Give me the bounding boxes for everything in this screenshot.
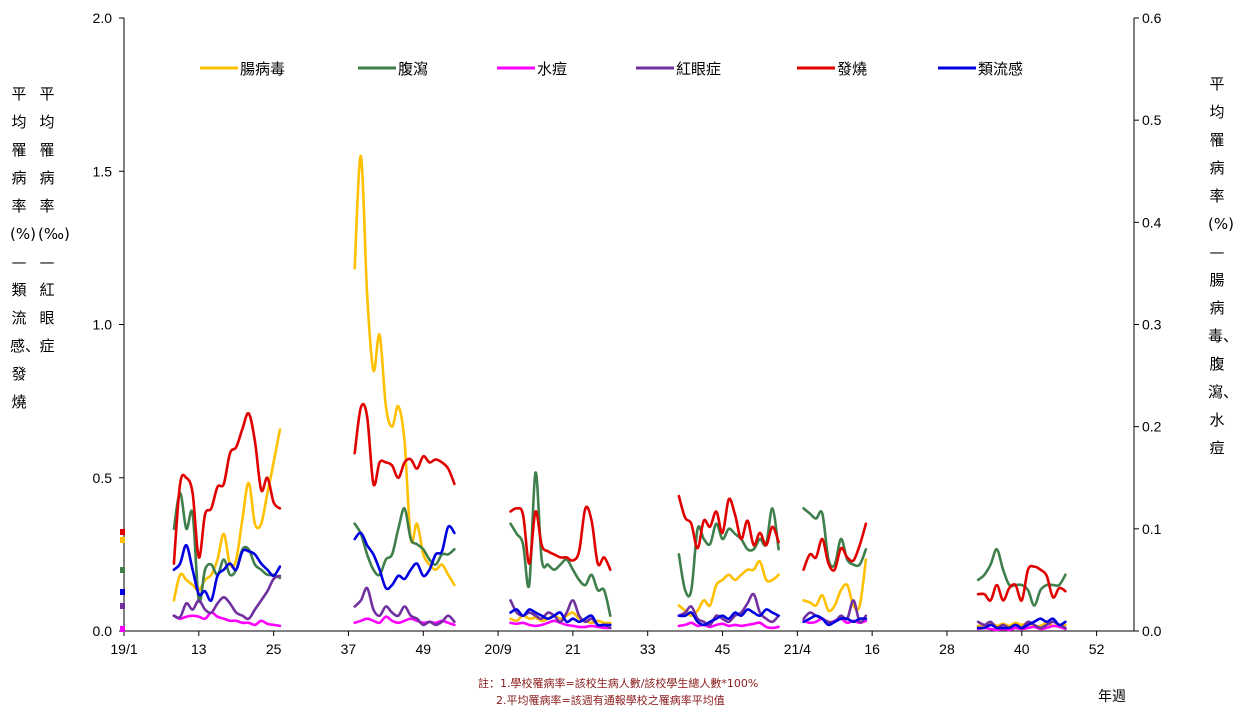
series-line-1-segment: [353, 154, 456, 587]
right-tick-label: 0.6: [1142, 10, 1162, 26]
legend-label-4: 紅眼症: [676, 60, 721, 78]
x-tick-label: 21: [565, 641, 581, 657]
x-tick-label: 25: [266, 641, 282, 657]
right-tick-label: 0.3: [1142, 317, 1162, 333]
left-tick-label: 2.0: [93, 10, 113, 26]
series-line-3-segment: [353, 615, 456, 627]
left-axis-title-influenza-fever: 平均罹病率(%)—類流感、發燒: [10, 85, 41, 411]
right-tick-label: 0.0: [1142, 623, 1162, 639]
series-marker: [120, 589, 125, 595]
series-line-4-segment: [172, 574, 282, 621]
series-line-1-segment: [509, 611, 612, 625]
series-line-2-segment: [677, 507, 780, 598]
series-line-6-segment: [802, 614, 868, 627]
series-line-6-segment: [509, 608, 612, 627]
series-marker: [120, 529, 125, 535]
x-tick-label: 45: [715, 641, 731, 657]
series-line-3-segment: [677, 621, 780, 630]
series-line-2-segment: [976, 547, 1067, 607]
legend-label-1: 腸病毒: [240, 60, 285, 78]
series-line-3-segment: [172, 611, 282, 628]
series-marker: [120, 626, 125, 632]
series-line-4-segment: [353, 586, 456, 627]
series-line-5-segment: [802, 522, 868, 572]
x-tick-label: 33: [640, 641, 656, 657]
legend-label-5: 發燒: [837, 60, 867, 78]
right-tick-label: 0.5: [1142, 112, 1162, 128]
left-tick-label: 1.0: [93, 317, 113, 333]
series-line-6-segment: [353, 524, 456, 591]
series-line-5-segment: [677, 494, 780, 550]
x-tick-label: 13: [191, 641, 207, 657]
series-line-2-segment: [509, 471, 612, 617]
right-tick-label: 0.4: [1142, 214, 1162, 230]
series-line-6-segment: [976, 617, 1067, 630]
series-line-5-segment: [353, 402, 456, 487]
series-line-6-segment: [172, 543, 282, 603]
legend-label-2: 腹瀉: [398, 60, 428, 78]
series-line-4-segment: [677, 592, 780, 627]
x-tick-label: 28: [939, 641, 955, 657]
series-line-5-segment: [172, 411, 282, 565]
right-tick-label: 0.1: [1142, 521, 1162, 537]
left-tick-label: 0.0: [93, 623, 113, 639]
x-tick-label: 21/4: [784, 641, 811, 657]
series-line-2-segment: [172, 491, 282, 604]
series-marker: [120, 537, 125, 543]
series-line-1-segment: [172, 428, 282, 602]
x-tick-label: 40: [1014, 641, 1030, 657]
legend-label-6: 類流感: [978, 60, 1023, 78]
x-tick-label: 16: [864, 641, 880, 657]
series-line-5-segment: [976, 564, 1067, 602]
series-line-6-segment: [677, 608, 780, 627]
x-tick-label: 19/1: [110, 641, 137, 657]
left-tick-label: 1.5: [93, 163, 113, 179]
right-axis-title: 平均罹病率(%)—腸病毒、腹瀉、水痘: [1208, 75, 1236, 457]
right-tick-label: 0.2: [1142, 419, 1162, 435]
series-line-2-segment: [353, 507, 456, 577]
footnote-1: 註：1.學校罹病率=該校生病人數/該校學生總人數*100%: [478, 677, 759, 690]
left-axis-title-conjunctivitis: 平均罹病率(‰)—紅眼症: [38, 85, 70, 355]
x-tick-label: 37: [341, 641, 357, 657]
series-line-5-segment: [509, 505, 612, 571]
series-line-2-segment: [802, 507, 868, 568]
footnote-2: 2.平均罹病率=該週有通報學校之罹病率平均值: [496, 694, 725, 707]
series-marker: [120, 603, 125, 609]
series-marker: [120, 567, 125, 573]
left-tick-label: 0.5: [93, 470, 113, 486]
x-axis-unit-label: 年週: [1098, 689, 1126, 705]
x-tick-label: 20/9: [484, 641, 511, 657]
x-tick-label: 52: [1089, 641, 1105, 657]
legend-label-3: 水痘: [537, 60, 567, 78]
x-tick-label: 49: [415, 641, 431, 657]
